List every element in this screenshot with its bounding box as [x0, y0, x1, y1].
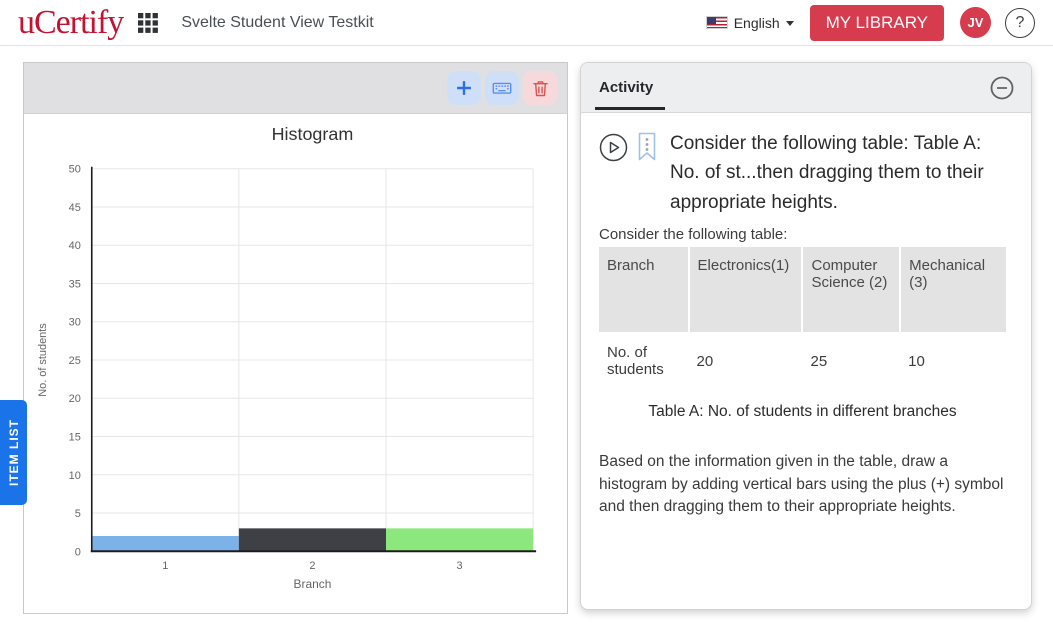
apps-grid-icon-svg: [138, 12, 159, 33]
trash-icon: [532, 80, 548, 96]
language-label: English: [733, 14, 780, 31]
data-table: Branch Electronics(1) Computer Science (…: [599, 247, 1006, 390]
instructions-text: Based on the information given in the ta…: [599, 453, 1004, 516]
svg-text:1: 1: [162, 560, 168, 572]
apps-grid-icon[interactable]: [137, 12, 159, 34]
table-cell: No. of students: [607, 344, 664, 379]
top-header: uCertify Svelte Student View Testkit Eng…: [0, 0, 1053, 46]
svg-text:3: 3: [457, 560, 463, 572]
keyboard-button[interactable]: [485, 71, 519, 105]
question-title: Consider the following table: Table A: N…: [670, 133, 984, 213]
delete-bar-button[interactable]: [523, 71, 557, 105]
table-cell: 25: [810, 352, 828, 370]
tab-activity[interactable]: Activity: [594, 65, 666, 110]
svg-text:15: 15: [69, 432, 81, 444]
svg-text:25: 25: [69, 355, 81, 367]
activity-panel-header: Activity: [581, 63, 1031, 113]
chart-toolbar: [24, 63, 567, 114]
help-button[interactable]: ?: [1005, 7, 1035, 38]
svg-text:2: 2: [309, 560, 315, 572]
svg-text:0: 0: [75, 546, 81, 558]
svg-text:35: 35: [69, 278, 81, 290]
svg-text:20: 20: [69, 393, 81, 405]
question-row: Consider the following table: Table A: N…: [599, 129, 1013, 217]
item-list-tab-label: ITEM LIST: [6, 419, 21, 486]
keyboard-icon: [492, 82, 512, 94]
svg-text:No. of students: No. of students: [37, 323, 49, 397]
collapse-minus-icon: [990, 76, 1014, 99]
language-selector[interactable]: English: [705, 14, 794, 31]
svg-text:40: 40: [69, 240, 81, 252]
page-title: Svelte Student View Testkit: [181, 13, 374, 31]
table-header-cell: Computer Science (2): [802, 247, 902, 333]
table-cell: 20: [696, 352, 714, 370]
table-cell: 10: [908, 352, 925, 370]
svg-text:Histogram: Histogram: [272, 124, 354, 144]
table-header-cell: Branch: [599, 247, 690, 333]
item-list-tab[interactable]: ITEM LIST: [0, 400, 27, 505]
collapse-panel-button[interactable]: [989, 75, 1015, 101]
us-flag-icon: [705, 16, 728, 29]
caret-down-icon: [785, 21, 794, 26]
table-header-cell: Mechanical (3): [900, 247, 1006, 333]
table-row: No. of students 20 25 10: [599, 332, 1006, 390]
svg-text:Branch: Branch: [294, 577, 332, 591]
bookmark-icon: [638, 132, 656, 161]
activity-panel: Activity: [580, 62, 1032, 610]
table-header-cell: Electronics(1): [688, 247, 804, 333]
avatar[interactable]: JV: [960, 7, 991, 38]
histogram-chart[interactable]: 0 5 10 15 20 25 30 35 40 45 50 1 2 3 Histogram Branch No…: [24, 114, 567, 613]
my-library-button[interactable]: MY LIBRARY: [809, 4, 944, 41]
play-audio-button[interactable]: [599, 133, 628, 165]
histogram-panel: 0 5 10 15 20 25 30 35 40 45 50 1 2 3 Histogram Branch No…: [23, 62, 568, 614]
svg-text:10: 10: [69, 470, 81, 482]
activity-body: Consider the following table: Table A: N…: [581, 113, 1031, 519]
svg-text:45: 45: [69, 202, 81, 214]
svg-text:30: 30: [69, 317, 81, 329]
svg-text:5: 5: [75, 508, 81, 520]
svg-text:50: 50: [69, 164, 81, 176]
plus-icon: [457, 81, 471, 95]
ucertify-logo: uCertify: [18, 3, 124, 41]
add-bar-button[interactable]: [447, 71, 481, 105]
bookmark-button[interactable]: [637, 132, 657, 165]
table-caption: Table A: No. of students in different br…: [648, 403, 957, 421]
table-intro: Consider the following table:: [599, 226, 788, 244]
table-header-row: Branch Electronics(1) Computer Science (…: [599, 247, 1006, 333]
play-icon: [599, 133, 628, 162]
